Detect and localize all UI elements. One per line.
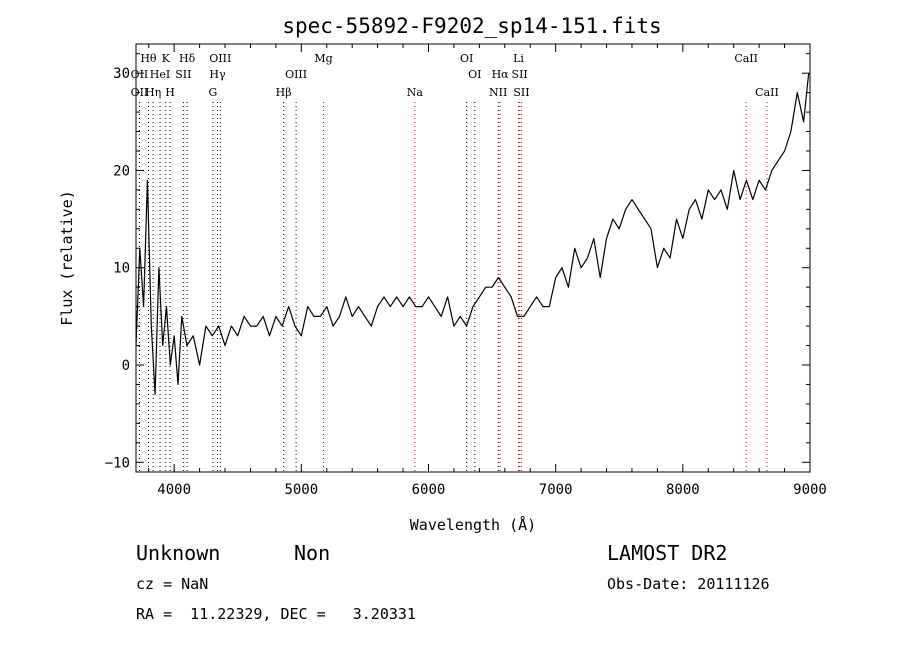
spectral-line-label: SII	[513, 86, 529, 99]
spectral-line-label: G	[209, 86, 218, 99]
x-tick-label: 9000	[793, 482, 827, 498]
spectral-line-label: H	[165, 86, 175, 99]
spectral-line-label: Mg	[314, 52, 332, 65]
plot-frame	[135, 43, 811, 473]
spectral-line-label: Hγ	[209, 68, 226, 81]
y-tick-label: 10	[113, 261, 130, 277]
spectral-line-label: Li	[513, 52, 524, 65]
x-tick-label: 5000	[284, 482, 318, 498]
spectral-line-label: Hη	[145, 86, 161, 99]
spectral-line-label: OI	[460, 52, 473, 65]
spectral-line-label: SII	[175, 68, 191, 81]
redshift-cz: cz = NaN	[136, 575, 209, 593]
spectral-line-label: SII	[512, 68, 528, 81]
spectral-line-label: OIII	[285, 68, 307, 81]
spectral-line-label: NII	[489, 86, 507, 99]
y-tick-label: 20	[113, 163, 130, 179]
observation-date: Obs-Date: 20111126	[607, 575, 770, 593]
spectral-line-label: CaII	[755, 86, 779, 99]
spectral-line-label: OII	[131, 68, 149, 81]
x-tick-label: 6000	[412, 482, 446, 498]
spectral-line-label: Hθ	[140, 52, 157, 65]
x-tick-label: 7000	[539, 482, 573, 498]
spectral-line-label: Na	[407, 86, 424, 99]
y-tick-label: 30	[113, 66, 130, 82]
y-tick-label: 0	[122, 358, 130, 374]
spectral-line-label: CaII	[734, 52, 758, 65]
flux-series-line	[135, 73, 810, 395]
spectral-line-label: HeI	[150, 68, 170, 81]
y-axis-label: Flux (relative)	[58, 190, 76, 325]
spectral-line-label: Hβ	[276, 86, 292, 99]
object-class: Unknown	[136, 541, 221, 565]
x-tick-label: 4000	[157, 482, 191, 498]
x-axis-ticks: 4000 5000 6000 7000 8000 9000	[148, 44, 827, 498]
y-tick-label: −10	[105, 455, 130, 471]
spectral-line-label: Hδ	[179, 52, 196, 65]
x-tick-label: 8000	[666, 482, 700, 498]
spectral-line-label: OIII	[209, 52, 231, 65]
spectral-line-label: Hα	[492, 68, 510, 81]
object-subclass: Non	[294, 541, 331, 565]
ra-dec-coordinates: RA = 11.22329, DEC = 3.20331	[136, 605, 416, 623]
survey-name: LAMOST DR2	[607, 541, 728, 565]
chart-title: spec-55892-F9202_sp14-151.fits	[282, 14, 661, 38]
x-axis-label: Wavelength (Å)	[410, 515, 536, 534]
spectral-lines-layer	[138, 102, 768, 472]
y-axis-ticks: −10 0 10 20 30	[105, 53, 810, 471]
spectral-line-label: OI	[468, 68, 481, 81]
spectral-line-label: K	[162, 52, 171, 65]
